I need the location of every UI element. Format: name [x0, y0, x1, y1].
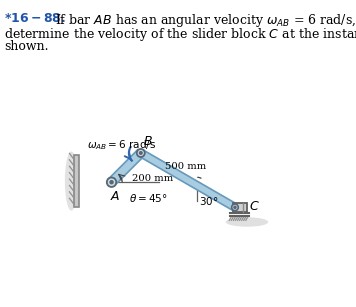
Text: $\mathbf{*16-88.}$: $\mathbf{*16-88.}$ — [4, 12, 66, 25]
Polygon shape — [139, 150, 237, 211]
Text: $A$: $A$ — [110, 190, 121, 204]
Text: $30°$: $30°$ — [199, 195, 218, 207]
Circle shape — [234, 206, 236, 208]
Polygon shape — [108, 150, 144, 185]
Circle shape — [107, 177, 116, 187]
Text: $\omega_{AB} = 6\ \mathrm{rad/s}$: $\omega_{AB} = 6\ \mathrm{rad/s}$ — [87, 139, 156, 153]
Bar — [233, 203, 247, 212]
Ellipse shape — [65, 151, 78, 211]
Bar — [74, 155, 79, 207]
Text: $\theta = 45°$: $\theta = 45°$ — [129, 192, 168, 204]
Circle shape — [232, 204, 238, 211]
Text: 200 mm: 200 mm — [132, 173, 173, 182]
Text: $C$: $C$ — [249, 200, 260, 213]
Circle shape — [137, 149, 145, 157]
Text: shown.: shown. — [4, 40, 48, 53]
Circle shape — [139, 152, 142, 154]
Text: $B$: $B$ — [143, 135, 152, 148]
Circle shape — [110, 181, 113, 184]
Ellipse shape — [226, 217, 268, 227]
Text: determine the velocity of the slider block $\mathit{C}$ at the instant: determine the velocity of the slider blo… — [4, 26, 356, 43]
Text: 500 mm: 500 mm — [165, 162, 206, 171]
Text: If bar $\mathit{AB}$ has an angular velocity $\omega_{\mathit{AB}}$ = 6 rad/s,: If bar $\mathit{AB}$ has an angular velo… — [55, 12, 356, 29]
